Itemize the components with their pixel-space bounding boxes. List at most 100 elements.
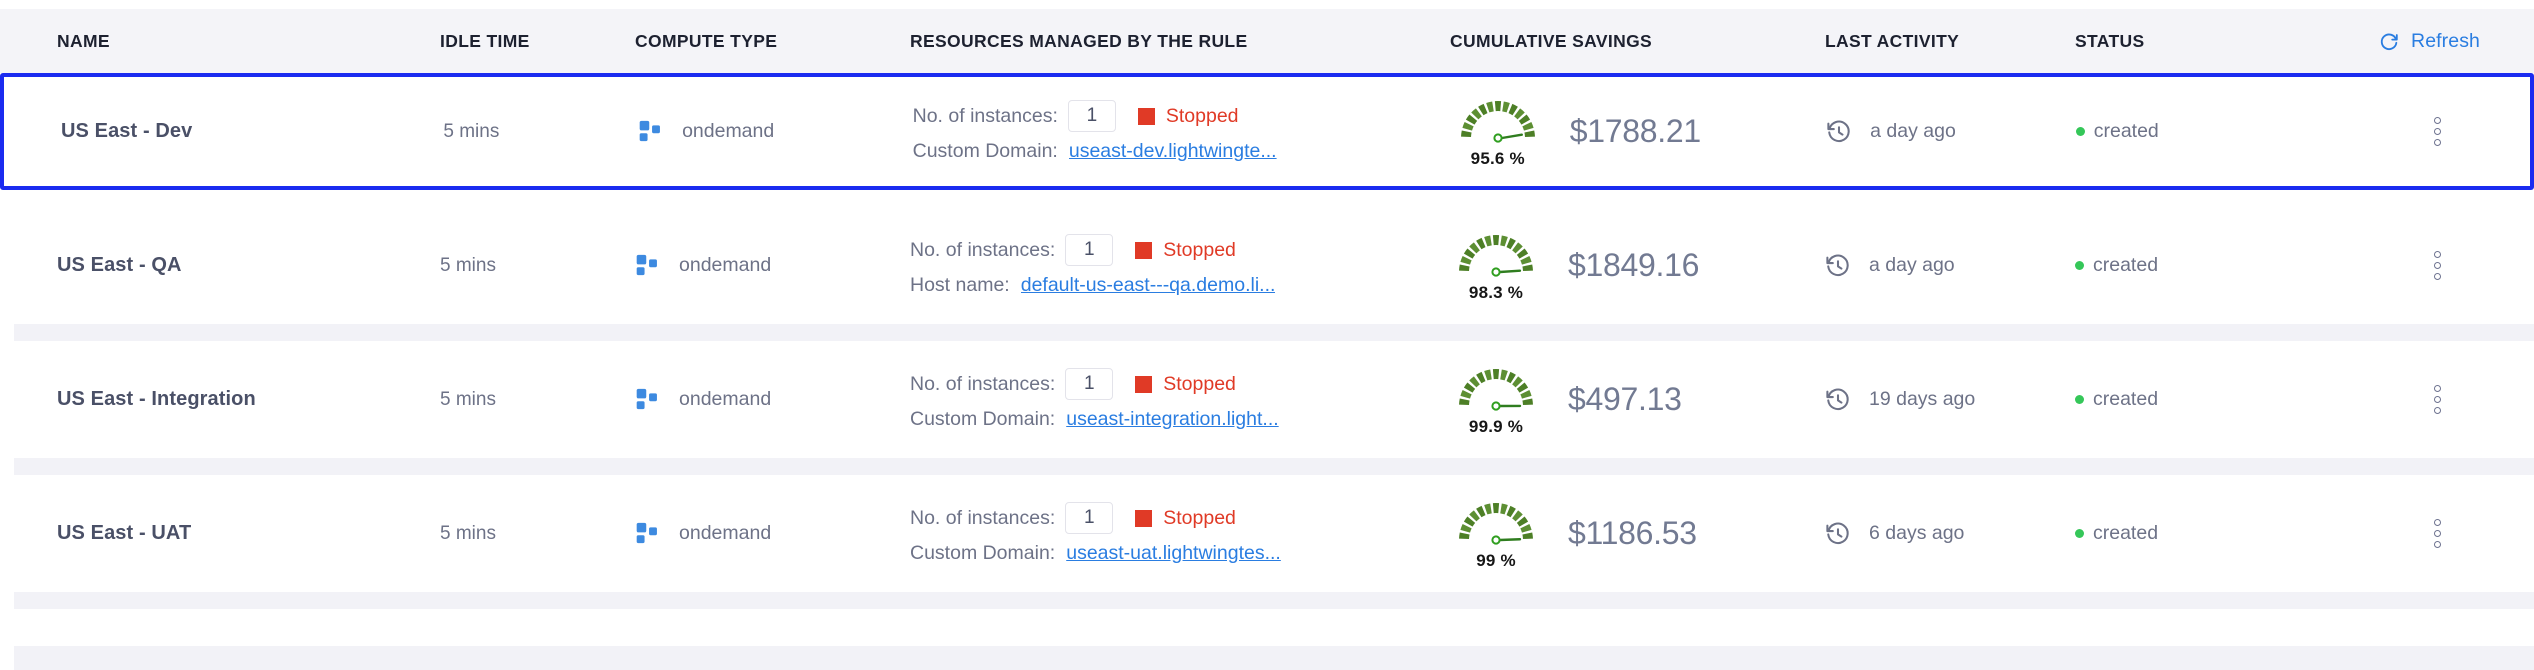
rule-name[interactable]: US East - Dev bbox=[61, 120, 193, 142]
cell-cumulative-savings: 99.9 % $497.13 bbox=[1450, 362, 1825, 437]
rule-name[interactable]: US East - QA bbox=[57, 254, 182, 276]
column-header-compute-type[interactable]: COMPUTE TYPE bbox=[635, 30, 778, 51]
cell-resources: No. of instances: 1 Stopped Custom Domai… bbox=[910, 502, 1450, 565]
gauge-icon bbox=[1460, 101, 1535, 143]
cell-resources: No. of instances: 1 Stopped Custom Domai… bbox=[910, 368, 1450, 431]
kebab-dot bbox=[2434, 273, 2441, 280]
instances-count[interactable]: 1 bbox=[1067, 100, 1116, 132]
resource-link[interactable]: useast-dev.lightwingte... bbox=[1068, 140, 1277, 162]
cell-name: US East - UAT bbox=[0, 522, 440, 545]
cell-cumulative-savings: 98.3 % $1849.16 bbox=[1450, 228, 1825, 303]
savings-amount: $497.13 bbox=[1568, 381, 1682, 417]
status-dot-icon bbox=[2075, 529, 2084, 538]
status-badge: created bbox=[2093, 388, 2159, 410]
instances-label: No. of instances: bbox=[910, 238, 1056, 261]
kebab-dot bbox=[2434, 385, 2441, 392]
cell-idle-time: 5 mins bbox=[443, 121, 638, 143]
status-badge: created bbox=[2093, 120, 2159, 142]
kebab-dot bbox=[2434, 139, 2442, 146]
instance-state: Stopped bbox=[1163, 506, 1236, 529]
table-row[interactable]: US East - QA 5 mins ondemand No. of inst… bbox=[0, 207, 2534, 341]
history-clock-icon bbox=[1826, 522, 1849, 544]
last-activity-value: a day ago bbox=[1870, 120, 1956, 142]
resources-endpoint-line: Custom Domain: useast-integration.light.… bbox=[910, 408, 1279, 431]
table-row[interactable]: US East - Integration 5 mins ondemand No… bbox=[0, 341, 2534, 475]
instances-count[interactable]: 1 bbox=[1065, 502, 1114, 534]
instance-state: Stopped bbox=[1165, 104, 1239, 127]
table-header-row: NAME IDLE TIME COMPUTE TYPE RESOURCES MA… bbox=[0, 9, 2534, 73]
kebab-dot bbox=[2434, 117, 2442, 124]
kebab-dot bbox=[2434, 530, 2441, 537]
cell-last-activity: 6 days ago bbox=[1825, 521, 2075, 547]
rule-name[interactable]: US East - Integration bbox=[57, 388, 256, 410]
kebab-menu-icon[interactable] bbox=[2422, 245, 2453, 286]
last-activity-value: 19 days ago bbox=[1869, 388, 1976, 410]
cell-actions bbox=[2345, 513, 2530, 554]
column-header-last-activity[interactable]: LAST ACTIVITY bbox=[1825, 30, 1960, 51]
status-badge: created bbox=[2093, 254, 2159, 276]
savings-gauge: 99.9 % bbox=[1450, 362, 1542, 437]
kebab-menu-icon[interactable] bbox=[2422, 513, 2453, 554]
kebab-dot bbox=[2434, 407, 2441, 414]
cell-name: US East - Dev bbox=[4, 120, 443, 143]
cell-compute-type: ondemand bbox=[635, 386, 910, 413]
compute-nodes-icon bbox=[636, 388, 657, 410]
resource-link[interactable]: useast-uat.lightwingtes... bbox=[1066, 542, 1281, 564]
cell-actions bbox=[2345, 379, 2530, 420]
column-header-actions: Refresh bbox=[2345, 30, 2530, 53]
kebab-dot bbox=[2434, 519, 2441, 526]
table-row[interactable]: US East - Dev 5 mins ondemand No. of ins… bbox=[0, 73, 2534, 190]
cell-idle-time: 5 mins bbox=[440, 389, 635, 411]
history-clock-icon bbox=[1826, 388, 1849, 410]
resource-label: Custom Domain: bbox=[910, 542, 1056, 564]
column-header-status[interactable]: STATUS bbox=[2075, 30, 2145, 51]
compute-nodes-icon bbox=[636, 522, 657, 544]
cell-status: created bbox=[2075, 254, 2345, 277]
rule-name[interactable]: US East - UAT bbox=[57, 522, 192, 544]
kebab-dot bbox=[2434, 396, 2441, 403]
compute-nodes-icon bbox=[639, 120, 660, 142]
kebab-menu-icon[interactable] bbox=[2422, 111, 2453, 152]
idle-time-value: 5 mins bbox=[440, 254, 496, 276]
resource-label: Custom Domain: bbox=[910, 408, 1056, 430]
column-header-name[interactable]: NAME bbox=[57, 30, 110, 51]
cell-idle-time: 5 mins bbox=[440, 255, 635, 277]
stopped-square-icon bbox=[1135, 375, 1153, 393]
resource-label: Custom Domain: bbox=[912, 140, 1058, 162]
savings-amount: $1849.16 bbox=[1568, 247, 1700, 283]
savings-percent: 99.9 % bbox=[1468, 417, 1524, 436]
kebab-dot bbox=[2434, 541, 2441, 548]
status-dot-icon bbox=[2075, 395, 2084, 404]
refresh-button[interactable]: Refresh bbox=[2378, 30, 2480, 53]
resource-link[interactable]: default-us-east---qa.demo.li... bbox=[1020, 274, 1276, 296]
kebab-dot bbox=[2434, 128, 2442, 135]
resource-link[interactable]: useast-integration.light... bbox=[1066, 408, 1279, 430]
kebab-menu-icon[interactable] bbox=[2422, 379, 2453, 420]
compute-nodes-icon bbox=[636, 254, 657, 276]
cell-idle-time: 5 mins bbox=[440, 523, 635, 545]
resources-instances-line: No. of instances: 1 Stopped bbox=[913, 100, 1239, 132]
stopped-square-icon bbox=[1137, 107, 1155, 125]
cell-resources: No. of instances: 1 Stopped Host name: d… bbox=[910, 234, 1450, 297]
compute-type-value: ondemand bbox=[679, 254, 772, 276]
column-header-idle-time[interactable]: IDLE TIME bbox=[440, 30, 530, 51]
instances-count[interactable]: 1 bbox=[1065, 234, 1114, 266]
savings-gauge: 95.6 % bbox=[1452, 94, 1544, 169]
table-bottom-divider bbox=[14, 646, 2534, 670]
column-header-resources[interactable]: RESOURCES MANAGED BY THE RULE bbox=[910, 30, 1248, 51]
savings-percent: 98.3 % bbox=[1468, 283, 1524, 302]
gauge-icon bbox=[1459, 235, 1533, 277]
resources-endpoint-line: Custom Domain: useast-dev.lightwingte... bbox=[913, 140, 1277, 163]
status-badge: created bbox=[2093, 522, 2159, 544]
cell-status: created bbox=[2075, 388, 2345, 411]
column-header-cumulative-savings[interactable]: CUMULATIVE SAVINGS bbox=[1450, 30, 1653, 51]
cell-last-activity: a day ago bbox=[1825, 253, 2075, 279]
resources-instances-line: No. of instances: 1 Stopped bbox=[910, 234, 1236, 266]
instances-label: No. of instances: bbox=[910, 372, 1056, 395]
gauge-icon bbox=[1459, 503, 1533, 545]
table-row[interactable]: US East - UAT 5 mins ondemand No. of ins… bbox=[0, 475, 2534, 609]
cell-compute-type: ondemand bbox=[638, 118, 913, 145]
instances-count[interactable]: 1 bbox=[1065, 368, 1114, 400]
cell-cumulative-savings: 99 % $1186.53 bbox=[1450, 496, 1825, 571]
resources-instances-line: No. of instances: 1 Stopped bbox=[910, 502, 1236, 534]
